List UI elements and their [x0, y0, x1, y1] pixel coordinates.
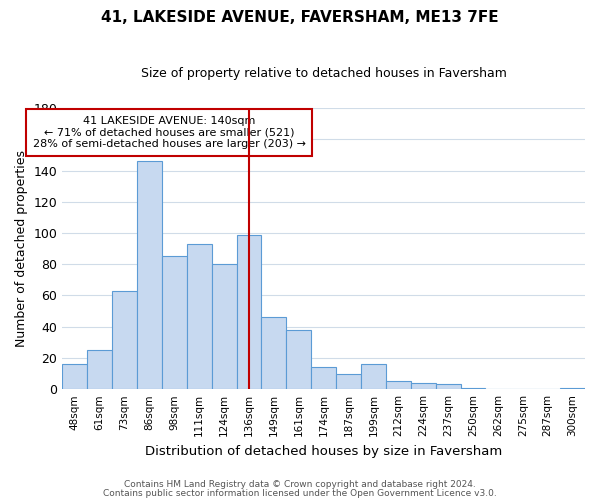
Bar — [137, 161, 162, 389]
Bar — [62, 364, 87, 389]
Y-axis label: Number of detached properties: Number of detached properties — [15, 150, 28, 347]
Bar — [162, 256, 187, 389]
Bar — [311, 368, 336, 389]
Bar — [286, 330, 311, 389]
Bar — [236, 234, 262, 389]
Bar — [112, 291, 137, 389]
Bar — [386, 382, 411, 389]
X-axis label: Distribution of detached houses by size in Faversham: Distribution of detached houses by size … — [145, 444, 502, 458]
Bar — [361, 364, 386, 389]
Text: Contains HM Land Registry data © Crown copyright and database right 2024.: Contains HM Land Registry data © Crown c… — [124, 480, 476, 489]
Text: 41 LAKESIDE AVENUE: 140sqm
← 71% of detached houses are smaller (521)
28% of sem: 41 LAKESIDE AVENUE: 140sqm ← 71% of deta… — [33, 116, 306, 149]
Title: Size of property relative to detached houses in Faversham: Size of property relative to detached ho… — [141, 68, 506, 80]
Bar — [336, 374, 361, 389]
Text: Contains public sector information licensed under the Open Government Licence v3: Contains public sector information licen… — [103, 489, 497, 498]
Bar — [461, 388, 485, 389]
Bar — [87, 350, 112, 389]
Bar — [187, 244, 212, 389]
Bar — [411, 383, 436, 389]
Bar — [262, 318, 286, 389]
Bar — [212, 264, 236, 389]
Bar — [436, 384, 461, 389]
Text: 41, LAKESIDE AVENUE, FAVERSHAM, ME13 7FE: 41, LAKESIDE AVENUE, FAVERSHAM, ME13 7FE — [101, 10, 499, 25]
Bar — [560, 388, 585, 389]
